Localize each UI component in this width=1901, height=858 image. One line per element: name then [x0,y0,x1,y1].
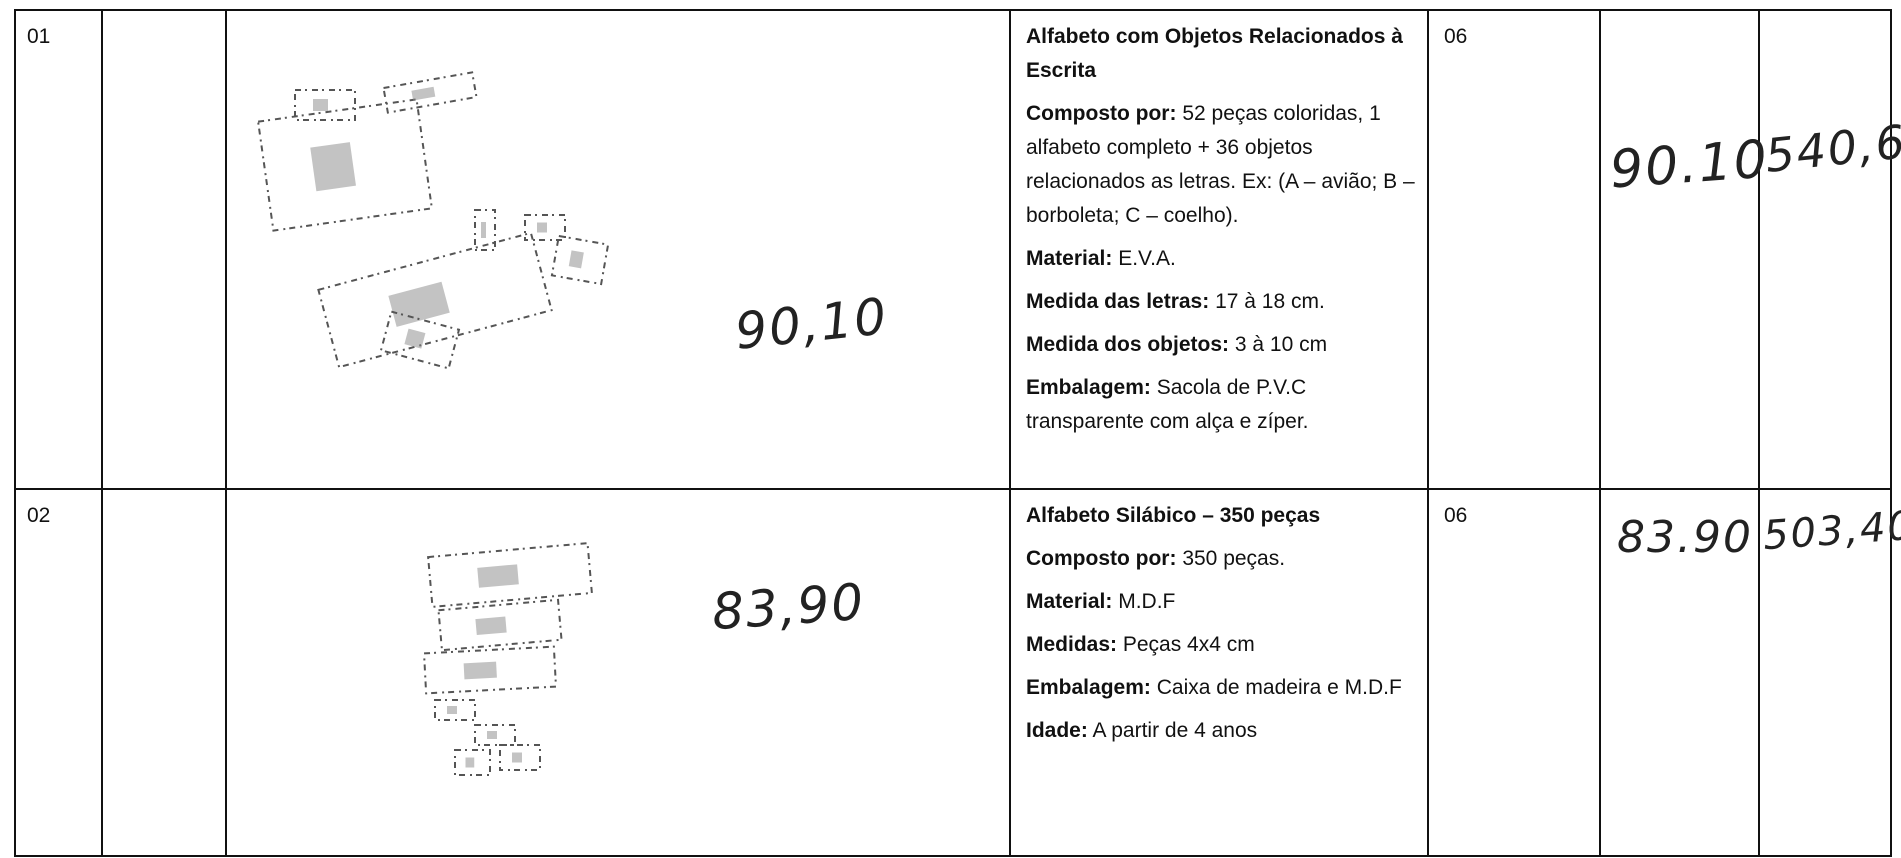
item-title: Alfabeto Silábico – 350 peças [1026,504,1321,527]
detail-label: Embalagem: [1026,676,1151,699]
detail-text: Caixa de madeira e M.D.F [1156,676,1402,699]
detail: Embalagem: Caixa de madeira e M.D.F [1026,671,1416,705]
detail-label: Medida das letras: [1026,290,1210,313]
column-border [1890,9,1892,857]
detail-label: Composto por: [1026,102,1177,125]
image-shade [310,142,356,192]
image-fragment [317,231,553,369]
column-border [14,9,16,857]
image-shade [388,281,450,327]
detail-text: Sacola de P.V.C transparente com alça e … [1026,376,1309,433]
column-border [1009,9,1011,857]
image-fragment [474,724,516,746]
detail-label: Material: [1026,590,1113,613]
image-fragment [454,749,491,776]
column-border [101,9,103,857]
image-fragment [434,699,476,721]
row-number: 01 [27,25,51,48]
handwritten-unit-price: 90.10 [1608,129,1771,201]
detail: Composto por: 52 peças coloridas, 1 alfa… [1026,97,1416,233]
image-shade [568,250,584,269]
column-border [1427,9,1429,857]
image-fragment [294,89,356,121]
image-fragment [382,71,478,114]
row-border [14,488,1892,490]
detail: Idade: A partir de 4 anos [1026,714,1416,748]
detail: Embalagem: Sacola de P.V.C transparente … [1026,371,1416,439]
column-border [1599,9,1601,857]
detail: Material: M.D.F [1026,585,1416,619]
image-shade [512,752,522,763]
quantity: 06 [1444,25,1468,48]
detail: Material: E.V.A. [1026,242,1416,276]
handwritten-note: 83,90 [710,572,867,642]
image-shade [481,222,486,238]
image-shade [537,222,547,233]
detail-text: A partir de 4 anos [1092,719,1258,742]
detail-text: 350 peças. [1182,547,1286,570]
handwritten-total: 540,60 [1762,111,1901,183]
image-fragment [524,214,566,241]
detail-text: 3 à 10 cm [1234,333,1328,356]
handwritten-note: 90,10 [732,287,891,361]
detail-text: E.V.A. [1118,247,1176,270]
detail-text: M.D.F [1118,590,1176,613]
image-shade [465,757,475,768]
detail-text: 52 peças coloridas, 1 alfabeto completo … [1026,102,1415,227]
detail-label: Embalagem: [1026,376,1151,399]
image-shade [411,86,436,101]
row-border [14,9,1892,11]
image-fragment [379,310,461,370]
detail: Medida dos objetos: 3 à 10 cm [1026,328,1416,362]
detail: Composto por: 350 peças. [1026,542,1416,576]
image-shade [487,731,497,739]
row-number: 02 [27,504,51,527]
product-image [422,542,593,776]
item-title: Alfabeto com Objetos Relacionados à Escr… [1026,25,1403,82]
description: Alfabeto Silábico – 350 peças Composto po… [1026,499,1416,757]
image-shade [447,706,457,714]
detail-label: Idade: [1026,719,1088,742]
image-shade [313,99,328,111]
image-fragment [550,234,610,286]
quantity: 06 [1444,504,1468,527]
row-border [14,855,1892,857]
image-shade [463,661,497,680]
image-fragment [427,542,593,608]
detail-label: Medida dos objetos: [1026,333,1230,356]
image-shade [477,564,519,588]
detail-text: Peças 4x4 cm [1122,633,1255,656]
image-fragment [437,598,563,652]
detail: Medidas: Peças 4x4 cm [1026,628,1416,662]
detail: Medida das letras: 17 à 18 cm. [1026,285,1416,319]
image-fragment [499,744,541,771]
column-border [1758,9,1760,857]
image-fragment [474,209,496,251]
detail-text: 17 à 18 cm. [1215,290,1325,313]
image-shade [475,616,507,636]
product-image [256,71,610,370]
column-border [225,9,227,857]
detail-label: Material: [1026,247,1113,270]
handwritten-total: 503,40 [1761,502,1901,560]
handwritten-unit-price: 83.90 [1617,512,1753,563]
detail-label: Composto por: [1026,547,1177,570]
detail-label: Medidas: [1026,633,1118,656]
image-shade [404,328,426,349]
description: Alfabeto com Objetos Relacionados à Escr… [1026,20,1416,448]
